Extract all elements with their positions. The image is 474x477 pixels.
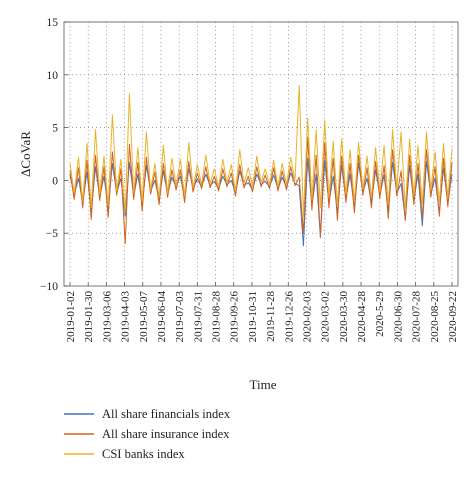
x-tick-label: 2019-01-02 xyxy=(65,291,77,342)
x-tick-label: 2019-03-06 xyxy=(101,291,113,343)
x-tick-label: 2019-01-30 xyxy=(83,291,95,343)
y-tick-label: 5 xyxy=(52,123,58,135)
x-tick-label: 2020-04-28 xyxy=(356,291,368,343)
legend-label: All share insurance index xyxy=(102,427,230,441)
x-tick-label: 2019-04-03 xyxy=(120,291,132,343)
series-line-all-share-insurance-index xyxy=(69,136,453,245)
grid-layer xyxy=(64,22,458,286)
legend-label: CSI banks index xyxy=(102,447,185,461)
x-tick-label: 2019-06-04 xyxy=(156,291,168,343)
x-tick-label: 2019-09-26 xyxy=(229,291,241,343)
y-tick-label: 10 xyxy=(47,70,59,82)
x-tick-label: 2019-07-31 xyxy=(192,291,204,342)
legend: All share financials index All share insu… xyxy=(64,407,231,461)
x-tick-label: 2020-08-25 xyxy=(429,291,441,343)
y-tick-layer: −10 −5 0 5 10 15 xyxy=(40,17,68,293)
x-tick-label: 2020-03-30 xyxy=(338,291,350,343)
x-tick-label: 2020-06-30 xyxy=(392,291,404,343)
x-tick-label: 2019-12-26 xyxy=(283,291,295,343)
x-tick-label: 2019-11-28 xyxy=(265,291,277,342)
y-tick-label: −5 xyxy=(46,228,58,240)
x-tick-label: 2019-07-03 xyxy=(174,291,186,343)
x-tick-label: 2019-05-07 xyxy=(138,291,150,343)
x-tick-label: 2020-09-22 xyxy=(447,291,459,342)
x-tick-layer: 2019-01-02 2019-01-30 2019-03-06 2019-04-03… xyxy=(65,282,459,342)
y-tick-label: 15 xyxy=(47,17,59,29)
x-tick-label: 2020-07-28 xyxy=(411,291,423,343)
legend-label: All share financials index xyxy=(102,407,231,421)
x-axis-title: Time xyxy=(250,377,277,392)
y-axis-title: ΔCoVaR xyxy=(18,131,33,177)
x-tick-label: 2020-5-29 xyxy=(374,291,386,337)
plot-frame xyxy=(63,21,459,287)
x-tick-label: 2020-02-03 xyxy=(301,291,313,343)
series-layer xyxy=(69,84,453,247)
y-tick-label: 0 xyxy=(52,175,58,187)
series-line-csi-banks-index xyxy=(69,84,453,217)
x-tick-label: 2019-10-31 xyxy=(247,291,259,342)
y-tick-label: −10 xyxy=(40,281,58,293)
x-tick-label: 2020-03-02 xyxy=(320,291,332,342)
x-tick-label: 2019-08-28 xyxy=(211,291,223,343)
